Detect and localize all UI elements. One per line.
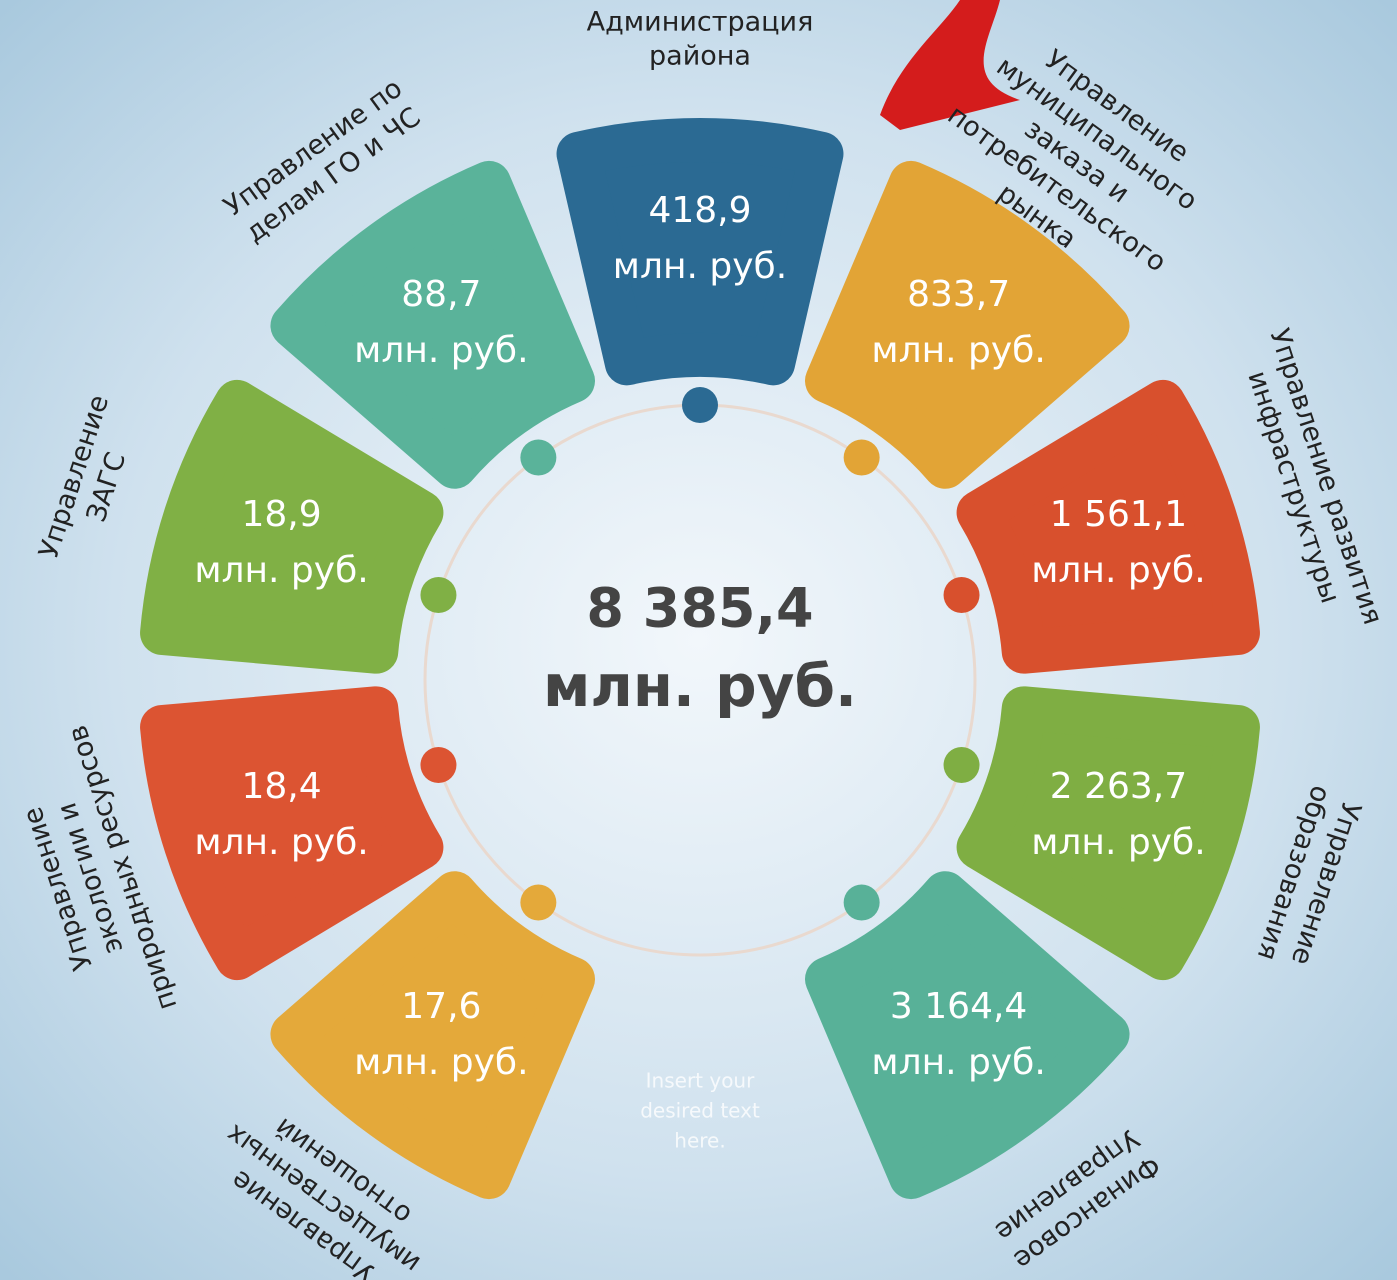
segment-label: Администрация — [587, 7, 814, 38]
segment — [556, 118, 844, 386]
dot — [420, 577, 457, 614]
segment — [956, 686, 1260, 981]
placeholder: Insert your — [646, 1069, 755, 1093]
segment-unit: млн. руб. — [194, 550, 368, 591]
dot — [843, 884, 880, 921]
segment-value: 17,6 — [401, 986, 481, 1027]
placeholder: here. — [674, 1129, 725, 1153]
segment-label: района — [649, 41, 751, 72]
segment-unit: млн. руб. — [354, 330, 528, 371]
dot — [843, 439, 880, 476]
segment-value: 418,9 — [648, 190, 751, 231]
placeholder: desired text — [640, 1099, 760, 1123]
arrow — [880, 0, 1020, 130]
segment — [270, 871, 596, 1200]
segment-unit: млн. руб. — [194, 822, 368, 863]
segment-value: 88,7 — [401, 274, 481, 315]
segment-unit: млн. руб. — [354, 1042, 528, 1083]
segment — [804, 160, 1130, 489]
segment — [956, 379, 1260, 674]
dot — [420, 746, 457, 783]
total-value: 8 385,4 — [586, 577, 813, 640]
segment-value: 833,7 — [907, 274, 1010, 315]
segment — [140, 686, 444, 981]
segment-value: 1 561,1 — [1050, 494, 1187, 535]
segment-value: 2 263,7 — [1050, 766, 1187, 807]
dot — [520, 439, 557, 476]
segment-unit: млн. руб. — [613, 246, 787, 287]
dot — [682, 387, 718, 423]
dot — [943, 577, 980, 614]
dot — [943, 746, 980, 783]
segment-unit: млн. руб. — [871, 330, 1045, 371]
segment — [140, 379, 444, 674]
total-unit: млн. руб. — [543, 652, 857, 720]
segment-unit: млн. руб. — [871, 1042, 1045, 1083]
segment-unit: млн. руб. — [1031, 550, 1205, 591]
segment-value: 3 164,4 — [890, 986, 1027, 1027]
segment-unit: млн. руб. — [1031, 822, 1205, 863]
segment-value: 18,4 — [241, 766, 321, 807]
segment — [804, 871, 1130, 1200]
dot — [520, 884, 557, 921]
segment — [270, 160, 596, 489]
segment-value: 18,9 — [241, 494, 321, 535]
